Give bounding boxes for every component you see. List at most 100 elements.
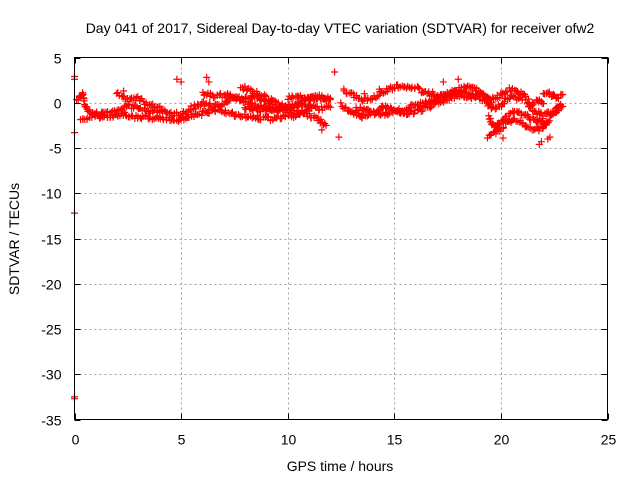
data-point: [373, 93, 381, 101]
axis-ticks: 0 5 10 15 20 25 5 0 -5 -10 -15 -20 -25 -30 -35: [41, 51, 616, 448]
data-point: [205, 109, 213, 117]
data-point: [225, 92, 233, 100]
data-point: [177, 78, 185, 86]
data-point: [439, 78, 447, 86]
y-tick-label: -10: [41, 186, 61, 202]
data-point: [378, 103, 386, 111]
data-point: [305, 96, 313, 104]
data-point: [308, 92, 316, 100]
y-tick-label: -30: [41, 367, 61, 383]
data-point: [395, 108, 403, 116]
x-tick-label: 15: [387, 432, 403, 448]
data-point: [306, 97, 314, 105]
data-point: [335, 133, 343, 141]
y-tick-label: -25: [41, 322, 61, 338]
data-point: [429, 88, 437, 96]
data-point: [93, 110, 101, 118]
data-point: [559, 102, 567, 110]
data-point: [448, 91, 456, 99]
data-point: [173, 75, 181, 83]
data-point: [360, 90, 368, 98]
data-point: [265, 103, 273, 111]
y-tick-label: 0: [54, 96, 62, 112]
x-axis-label: GPS time / hours: [287, 458, 394, 474]
data-point: [205, 78, 213, 86]
data-point: [491, 105, 499, 113]
data-point: [548, 111, 556, 119]
series-isolated-points: [71, 68, 554, 403]
data-point: [544, 119, 552, 127]
data-point: [454, 75, 462, 83]
data-point: [241, 82, 249, 90]
chart-title: Day 041 of 2017, Sidereal Day-to-day VTE…: [86, 20, 595, 36]
data-point: [108, 108, 116, 116]
data-point: [156, 102, 164, 110]
data-point: [486, 100, 494, 108]
data-point: [439, 93, 447, 101]
data-point: [549, 90, 557, 98]
data-point: [198, 111, 206, 119]
data-point: [262, 92, 270, 100]
data-point: [325, 95, 333, 103]
data-point: [496, 127, 504, 135]
data-point: [314, 95, 322, 103]
data-point: [518, 96, 526, 104]
data-point: [383, 88, 391, 96]
data-point: [325, 102, 333, 110]
x-tick-label: 20: [494, 432, 510, 448]
data-point: [326, 94, 334, 102]
data-point: [554, 107, 562, 115]
data-point: [404, 110, 412, 118]
data-point: [544, 89, 552, 97]
data-point: [232, 93, 240, 101]
data-point: [331, 68, 339, 76]
series-main-band: [73, 81, 567, 142]
data-point: [417, 108, 425, 116]
data-point: [337, 99, 345, 107]
data-point: [525, 95, 533, 103]
data-point: [414, 83, 422, 91]
y-tick-label: -35: [41, 413, 61, 429]
data-point: [216, 90, 224, 98]
data-point: [203, 73, 211, 81]
data-point: [264, 113, 272, 121]
data-point: [318, 126, 326, 134]
data-point: [375, 85, 383, 93]
data-series: [71, 68, 567, 403]
data-point: [544, 135, 552, 143]
y-tick-label: -5: [49, 141, 62, 157]
data-point: [535, 127, 543, 135]
data-point: [499, 134, 507, 142]
data-point: [120, 87, 128, 95]
data-point: [132, 94, 140, 102]
data-point: [305, 107, 313, 115]
data-point: [238, 94, 246, 102]
data-point: [426, 92, 434, 100]
data-point: [488, 103, 496, 111]
data-point: [501, 113, 509, 121]
data-point: [144, 101, 152, 109]
data-point: [326, 103, 334, 111]
data-point: [285, 105, 293, 113]
data-point: [241, 104, 249, 112]
data-point: [559, 91, 567, 99]
data-point: [496, 94, 504, 102]
data-point: [358, 97, 366, 105]
x-tick-label: 25: [601, 432, 617, 448]
data-point: [533, 115, 541, 123]
x-tick-label: 0: [72, 432, 80, 448]
y-tick-label: -20: [41, 277, 61, 293]
x-tick-label: 10: [281, 432, 297, 448]
data-point: [502, 88, 510, 96]
data-point: [194, 111, 202, 119]
data-point: [284, 95, 292, 103]
x-tick-label: 5: [178, 432, 186, 448]
data-point: [409, 110, 417, 118]
data-point: [499, 123, 507, 131]
y-axis-label: SDTVAR / TECUs: [6, 183, 22, 295]
y-tick-label: 5: [54, 51, 62, 67]
plot-frame: [74, 57, 608, 420]
data-point: [505, 110, 513, 118]
data-point: [228, 108, 236, 116]
